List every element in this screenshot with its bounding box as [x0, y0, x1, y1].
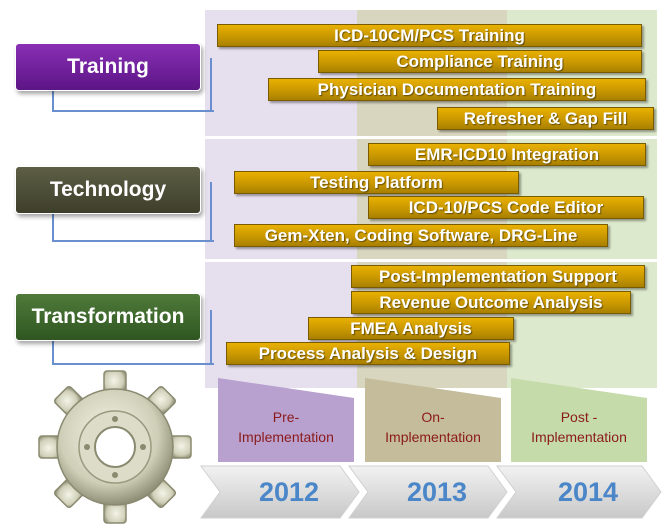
phase-tab-shape [218, 378, 354, 462]
year-2014-label: 2014 [557, 476, 619, 507]
year-chevron-2012: 2012 [200, 465, 360, 519]
year-chevron-2014: 2014 [496, 465, 662, 519]
technology-bar-code-editor: ICD-10/PCS Code Editor [368, 196, 644, 219]
technology-bar-testing-platform: Testing Platform [234, 171, 519, 194]
phase-pre-implementation: Pre- Implementation [216, 376, 356, 464]
training-connector-vertical [210, 58, 212, 110]
phase-pre-line1: Pre- [272, 409, 300, 425]
technology-label: Technology [49, 178, 167, 201]
section-divider [205, 136, 657, 139]
training-bar-icd10-training: ICD-10CM/PCS Training [217, 24, 642, 47]
section-divider [205, 259, 657, 262]
technology-category: Technology [15, 166, 201, 214]
phase-tab-shape [511, 378, 647, 462]
phase-post-implementation: Post - Implementation [509, 376, 649, 464]
training-connector [52, 91, 214, 112]
phase-on-implementation: On- Implementation [363, 376, 503, 464]
phase-post-line2: Implementation [531, 429, 627, 445]
year-2013-label: 2013 [406, 476, 468, 507]
chevron-shape [496, 465, 662, 519]
chevron-shape [200, 465, 360, 519]
phase-on-line2: Implementation [385, 429, 481, 445]
transformation-connector-vertical [210, 310, 212, 363]
phase-pre-line2: Implementation [238, 429, 334, 445]
transformation-bar-process-analysis: Process Analysis & Design [226, 342, 510, 365]
training-bar-compliance: Compliance Training [318, 50, 642, 73]
training-category: Training [15, 43, 201, 91]
year-2012-label: 2012 [258, 476, 320, 507]
training-bar-physician-documentation: Physician Documentation Training [268, 78, 646, 101]
transformation-bar-fmea: FMEA Analysis [308, 317, 514, 340]
transformation-connector [52, 341, 214, 365]
training-label: Training [67, 55, 149, 78]
transformation-label: Transformation [31, 305, 185, 328]
transformation-bar-revenue-outcome: Revenue Outcome Analysis [351, 291, 631, 314]
gear-icon [36, 368, 194, 526]
transformation-category: Transformation [15, 293, 201, 341]
training-bar-refresher: Refresher & Gap Fill [437, 107, 654, 130]
phase-on-line1: On- [421, 409, 445, 425]
chevron-shape [348, 465, 508, 519]
phase-tab-shape [365, 378, 501, 462]
phase-post-line1: Post - [560, 409, 598, 425]
technology-connector-vertical [210, 182, 212, 240]
technology-connector [52, 214, 214, 242]
transformation-bar-post-implementation: Post-Implementation Support [351, 265, 645, 288]
technology-bar-emr-integration: EMR-ICD10 Integration [368, 143, 646, 166]
year-chevron-2013: 2013 [348, 465, 508, 519]
technology-bar-coding-software: Gem-Xten, Coding Software, DRG-Line [234, 224, 608, 247]
